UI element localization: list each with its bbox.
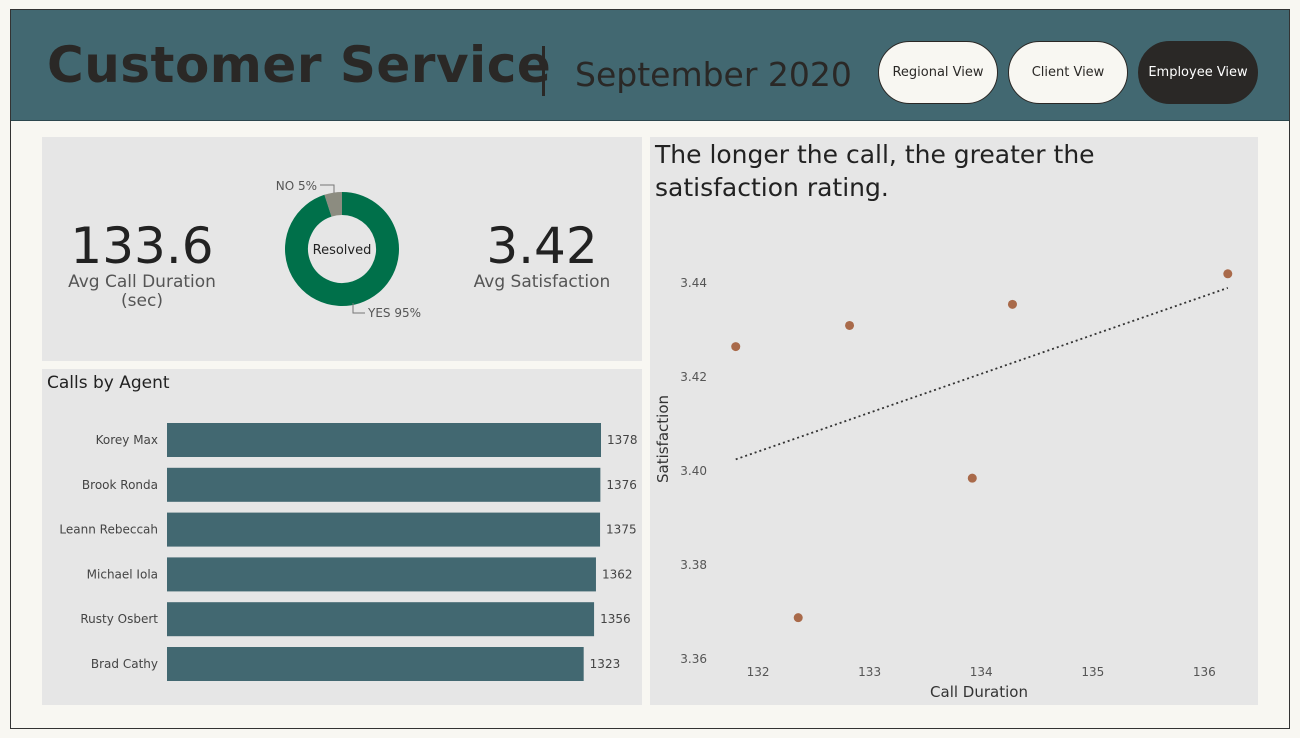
y-tick-label: 3.36: [680, 652, 707, 666]
title-separator: [542, 46, 545, 96]
scatter-point[interactable]: [967, 473, 977, 483]
y-tick-label: 3.38: [680, 558, 707, 572]
x-tick-label: 132: [747, 665, 770, 679]
agent-bar-value-label: 1323: [590, 657, 621, 671]
donut-yes-label: YES 95%: [367, 306, 421, 320]
avg-call-duration-label-line2: (sec): [121, 290, 163, 311]
agent-bar-value-label: 1375: [606, 523, 637, 537]
agent-bar-row: Brad Cathy 1323: [91, 647, 620, 681]
employee-view-button[interactable]: Employee View: [1138, 41, 1258, 104]
y-tick-label: 3.42: [680, 370, 707, 384]
agent-bar[interactable]: [167, 602, 595, 637]
x-axis-label: Call Duration: [930, 683, 1028, 701]
client-view-button[interactable]: Client View: [1008, 41, 1128, 104]
calls-by-agent-title: Calls by Agent: [47, 373, 170, 393]
scatter-point[interactable]: [731, 342, 741, 352]
agent-bar-value-label: 1376: [606, 478, 637, 492]
agent-bar-row: Michael Iola 1362: [87, 557, 633, 592]
agent-bar-value-label: 1356: [600, 612, 631, 626]
scatter-title-line2: satisfaction rating.: [655, 172, 889, 202]
donut-no-leader-line: [320, 184, 335, 193]
donut-yes-leader-line: [352, 303, 365, 314]
donut-group: [285, 192, 400, 307]
agent-name-label: Leann Rebeccah: [59, 523, 158, 537]
agent-bar[interactable]: [167, 557, 596, 592]
agent-bar-value-label: 1362: [602, 567, 633, 581]
trend-line: [735, 287, 1229, 461]
calls-by-agent-chart: Korey Max 1378 Brook Ronda 1376 Leann Rebecc…: [59, 423, 638, 681]
donut-slice-yes[interactable]: [285, 192, 400, 307]
x-tick-label: 135: [1081, 665, 1104, 679]
regional-view-button[interactable]: Regional View: [878, 41, 998, 104]
agent-bar-row: Leann Rebeccah 1375: [59, 512, 637, 547]
kpi-panel: 133.6 Avg Call Duration (sec) NO 5% YES …: [42, 137, 642, 361]
agent-name-label: Brook Ronda: [82, 478, 158, 492]
x-tick-label: 136: [1193, 665, 1216, 679]
agent-name-label: Michael Iola: [87, 567, 158, 581]
agent-bar[interactable]: [167, 512, 601, 547]
scatter-point[interactable]: [845, 320, 855, 330]
scatter-title: The longer the call, the greater the sat…: [655, 139, 1215, 204]
avg-call-duration-label: Avg Call Duration (sec): [42, 273, 242, 310]
duration-vs-satisfaction-panel: The longer the call, the greater the sat…: [650, 137, 1258, 705]
dashboard-title: Customer Service: [47, 36, 552, 94]
resolved-donut-chart: NO 5% YES 95% Resolved: [276, 179, 421, 320]
donut-no-label: NO 5%: [276, 179, 317, 193]
agent-bar-row: Korey Max 1378: [96, 423, 638, 457]
agent-bar-value-label: 1378: [607, 433, 638, 447]
calls-by-agent-panel: Calls by Agent Korey Max 1378 Brook Ronda 1…: [42, 369, 642, 705]
scatter-point[interactable]: [1007, 299, 1017, 309]
donut-center-label: Resolved: [313, 243, 372, 258]
agent-bar[interactable]: [167, 423, 601, 457]
header-bar: Customer Service September 2020 Regional…: [11, 10, 1289, 121]
duration-vs-satisfaction-chart: 3.36 3.38 3.40 3.42 3.44 132 133 134 135 136 Call …: [654, 269, 1233, 701]
agent-name-label: Rusty Osbert: [80, 612, 158, 626]
avg-satisfaction-label: Avg Satisfaction: [473, 272, 611, 292]
scatter-title-line1: The longer the call, the greater the: [655, 140, 1095, 169]
agent-bar[interactable]: [167, 467, 601, 502]
y-axis-label: Satisfaction: [654, 395, 672, 483]
avg-call-duration-value: 133.6: [70, 217, 214, 275]
x-tick-label: 133: [858, 665, 881, 679]
avg-call-duration-label-line1: Avg Call Duration: [68, 272, 216, 292]
dashboard-frame: Customer Service September 2020 Regional…: [10, 9, 1290, 729]
agent-bar-row: Rusty Osbert 1356: [80, 602, 631, 637]
dashboard-subtitle: September 2020: [575, 55, 852, 94]
agent-bar-row: Brook Ronda 1376: [82, 467, 637, 502]
agent-bar[interactable]: [167, 647, 584, 681]
y-tick-label: 3.40: [680, 464, 707, 478]
agent-name-label: Brad Cathy: [91, 657, 158, 671]
scatter-point[interactable]: [793, 613, 803, 623]
avg-satisfaction-value: 3.42: [486, 217, 598, 275]
y-tick-label: 3.44: [680, 276, 707, 290]
scatter-point[interactable]: [1223, 269, 1233, 279]
x-tick-label: 134: [970, 665, 993, 679]
agent-name-label: Korey Max: [96, 433, 158, 447]
